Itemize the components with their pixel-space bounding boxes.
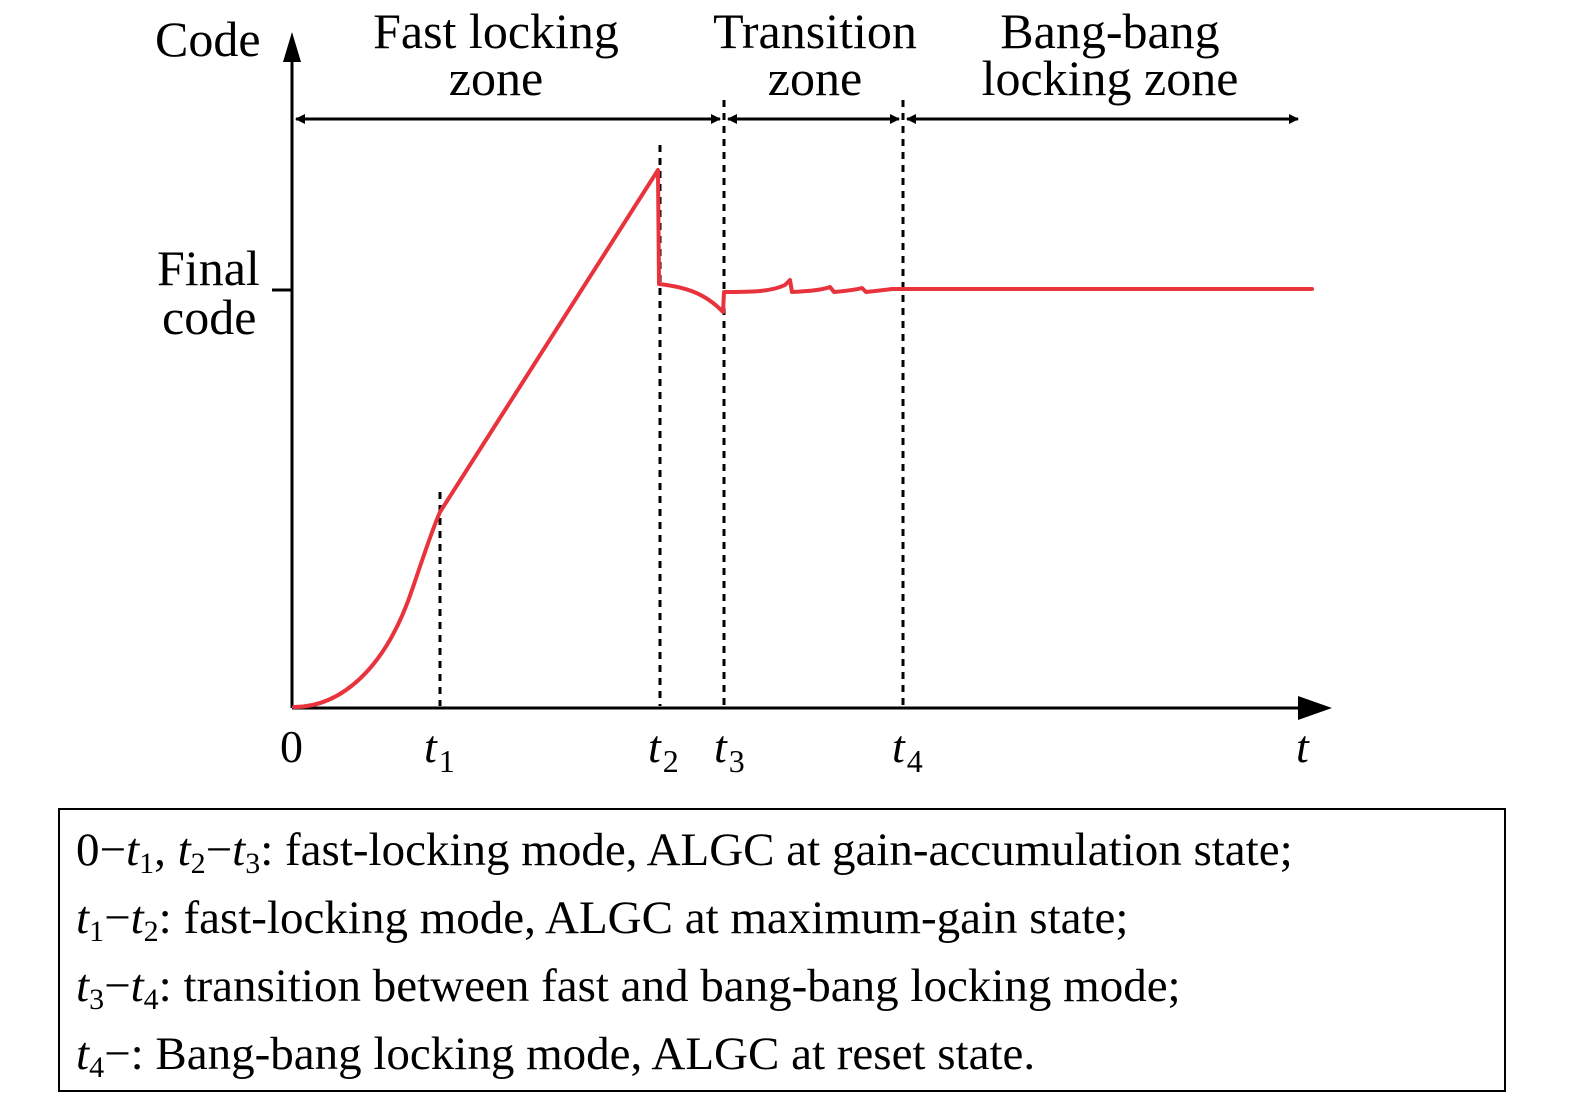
t1-sub: 1 — [439, 743, 455, 779]
fast-locking-zone-label-line1: Fast locking — [373, 3, 619, 59]
t2-base: t — [648, 721, 662, 772]
final-code-label-line2: code — [162, 289, 256, 345]
x-axis-label: t — [1296, 721, 1310, 772]
legend-time-var: t — [232, 824, 246, 876]
transition-zone-label-line2: zone — [768, 50, 862, 106]
legend-time-subscript: 3 — [245, 847, 261, 880]
final-code-label-line1: Final — [157, 240, 260, 296]
legend-time-var: t — [126, 824, 140, 876]
legend-text: 0− — [76, 824, 127, 876]
t3-base: t — [714, 721, 728, 772]
legend-text: : fast-locking mode, ALGC at gain-accumu… — [260, 824, 1293, 876]
t4-base: t — [892, 721, 906, 772]
legend-line-3: t3−t4: transition between fast and bang-… — [76, 952, 1504, 1020]
locking-process-diagram: Code Final code 0 t t1 t2 t3 t4 Fast loc… — [155, 3, 1332, 779]
x-axis-arrowhead — [1298, 696, 1332, 720]
t4-sub: 4 — [907, 743, 923, 779]
t3-label: t3 — [714, 721, 745, 779]
legend-line-4: t4−: Bang-bang locking mode, ALGC at res… — [76, 1020, 1504, 1088]
legend-time-subscript: 4 — [143, 983, 159, 1016]
code-curve — [292, 168, 1314, 709]
legend-text: : fast-locking mode, ALGC at maximum-gai… — [158, 892, 1129, 944]
legend-time-var: t — [177, 824, 191, 876]
t1-base: t — [424, 721, 438, 772]
legend-time-var: t — [76, 960, 90, 1012]
legend-time-subscript: 2 — [190, 847, 206, 880]
legend-time-var: t — [76, 1028, 90, 1080]
legend-time-subscript: 1 — [89, 915, 105, 948]
legend-time-var: t — [130, 892, 144, 944]
legend-time-subscript: 3 — [89, 983, 105, 1016]
legend-text: − — [104, 960, 131, 1012]
t3-sub: 3 — [729, 743, 745, 779]
legend-time-subscript: 1 — [139, 847, 155, 880]
legend-line-1: 0−t1, t2−t3: fast-locking mode, ALGC at … — [76, 816, 1504, 884]
bang-bang-zone-label-line1: Bang-bang — [1000, 3, 1219, 59]
legend-time-var: t — [76, 892, 90, 944]
origin-label: 0 — [280, 721, 303, 772]
t2-sub: 2 — [663, 743, 679, 779]
bang-bang-zone-label-line2: locking zone — [982, 50, 1239, 106]
legend-box: 0−t1, t2−t3: fast-locking mode, ALGC at … — [58, 808, 1506, 1092]
legend-line-2: t1−t2: fast-locking mode, ALGC at maximu… — [76, 884, 1504, 952]
t2-label: t2 — [648, 721, 679, 779]
legend-text: − — [104, 892, 131, 944]
fast-locking-zone-label-line2: zone — [449, 50, 543, 106]
t1-label: t1 — [424, 721, 455, 779]
legend-time-subscript: 2 — [143, 915, 159, 948]
legend-text: , — [154, 824, 178, 876]
legend-time-subscript: 4 — [89, 1051, 105, 1084]
y-axis-label: Code — [155, 11, 261, 67]
legend-time-var: t — [130, 960, 144, 1012]
legend-text: −: Bang-bang locking mode, ALGC at reset… — [104, 1028, 1036, 1080]
transition-zone-label-line1: Transition — [713, 3, 917, 59]
t4-label: t4 — [892, 721, 923, 779]
legend-text: − — [205, 824, 233, 876]
legend-text: : transition between fast and bang-bang … — [158, 960, 1181, 1012]
y-axis-arrowhead — [283, 32, 301, 62]
